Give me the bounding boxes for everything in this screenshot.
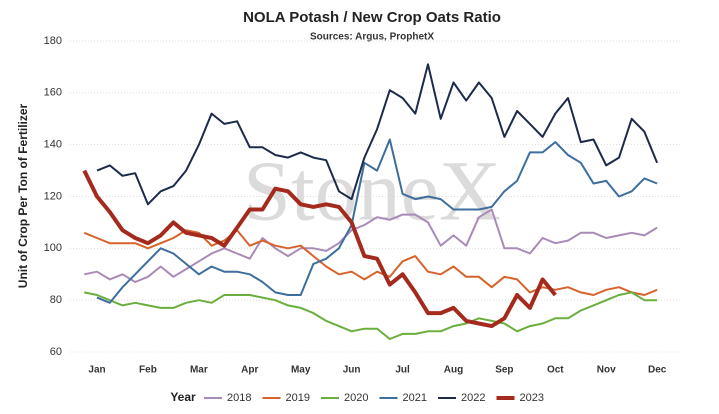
series-line [84,208,658,283]
x-tick-label: Aug [444,365,463,376]
x-tick-label: Feb [139,365,157,376]
x-tick-label: Jan [88,365,105,376]
x-tick-label: Apr [241,365,258,376]
x-tick-label: Nov [597,365,616,376]
y-axis-label: Unit of Crop Per Ton of Fertilizer [16,103,30,288]
y-tick-label: 160 [44,87,62,99]
series-line [83,229,658,296]
x-tick-label: Mar [190,365,208,376]
x-tick-label: Oct [547,365,564,376]
y-tick-label: 120 [44,190,62,202]
x-tick-label: Jul [395,365,410,376]
legend-label: 2019 [286,392,310,404]
chart-subtitle: Sources: Argus, ProphetX [310,32,434,43]
y-tick-label: 180 [44,35,62,47]
legend-label: 2023 [520,392,544,404]
legend-label: 2018 [227,392,251,404]
legend-label: 2022 [461,392,485,404]
y-tick-label: 60 [50,346,62,358]
x-tick-label: Sep [495,365,513,376]
legend-label: 2020 [344,392,368,404]
legend-title: Year [170,390,196,404]
y-tick-label: 100 [44,242,62,254]
x-tick-label: Dec [648,365,667,376]
x-tick-label: Jun [343,365,361,376]
legend-label: 2021 [403,392,427,404]
series-line [84,291,658,340]
series-line [82,169,557,329]
y-tick-label: 140 [44,139,62,151]
series-line [96,63,659,206]
chart-title: NOLA Potash / New Crop Oats Ratio [243,9,501,26]
series-line [96,138,658,304]
y-tick-label: 80 [50,294,62,306]
x-tick-label: May [291,365,311,376]
